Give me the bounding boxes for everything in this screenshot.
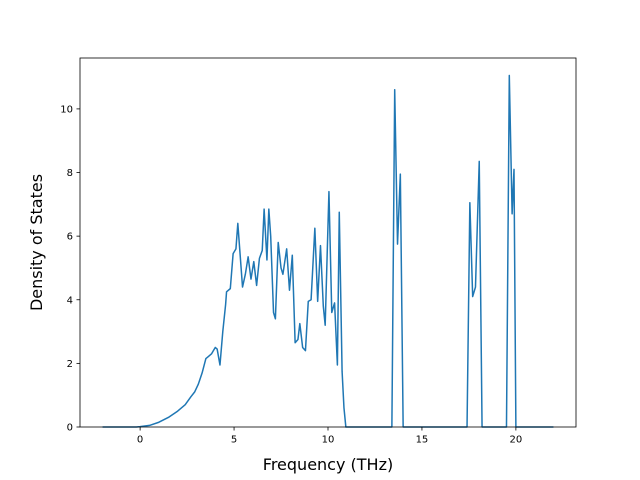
y-tick-label: 8 [67,168,73,179]
x-tick-label: 0 [137,435,143,446]
y-tick-label: 10 [60,104,73,115]
y-tick-label: 6 [67,232,73,243]
x-axis-ticks: 0 5 10 15 20 [137,427,522,446]
y-axis-label: Density of States [27,174,46,311]
x-tick-label: 10 [322,435,335,446]
y-axis-ticks: 0 2 4 6 8 10 [60,104,80,434]
x-tick-label: 5 [231,435,237,446]
y-tick-label: 4 [67,295,73,306]
x-axis-label: Frequency (THz) [263,455,393,474]
y-tick-label: 0 [67,423,73,434]
x-tick-label: 15 [416,435,429,446]
x-tick-label: 20 [510,435,523,446]
y-tick-label: 2 [67,359,73,370]
